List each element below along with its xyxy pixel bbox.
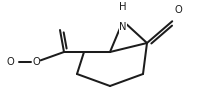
Text: O: O <box>6 57 14 67</box>
Text: O: O <box>174 5 182 15</box>
Text: O: O <box>32 57 40 67</box>
Text: H: H <box>119 2 127 12</box>
Text: N: N <box>119 22 127 32</box>
